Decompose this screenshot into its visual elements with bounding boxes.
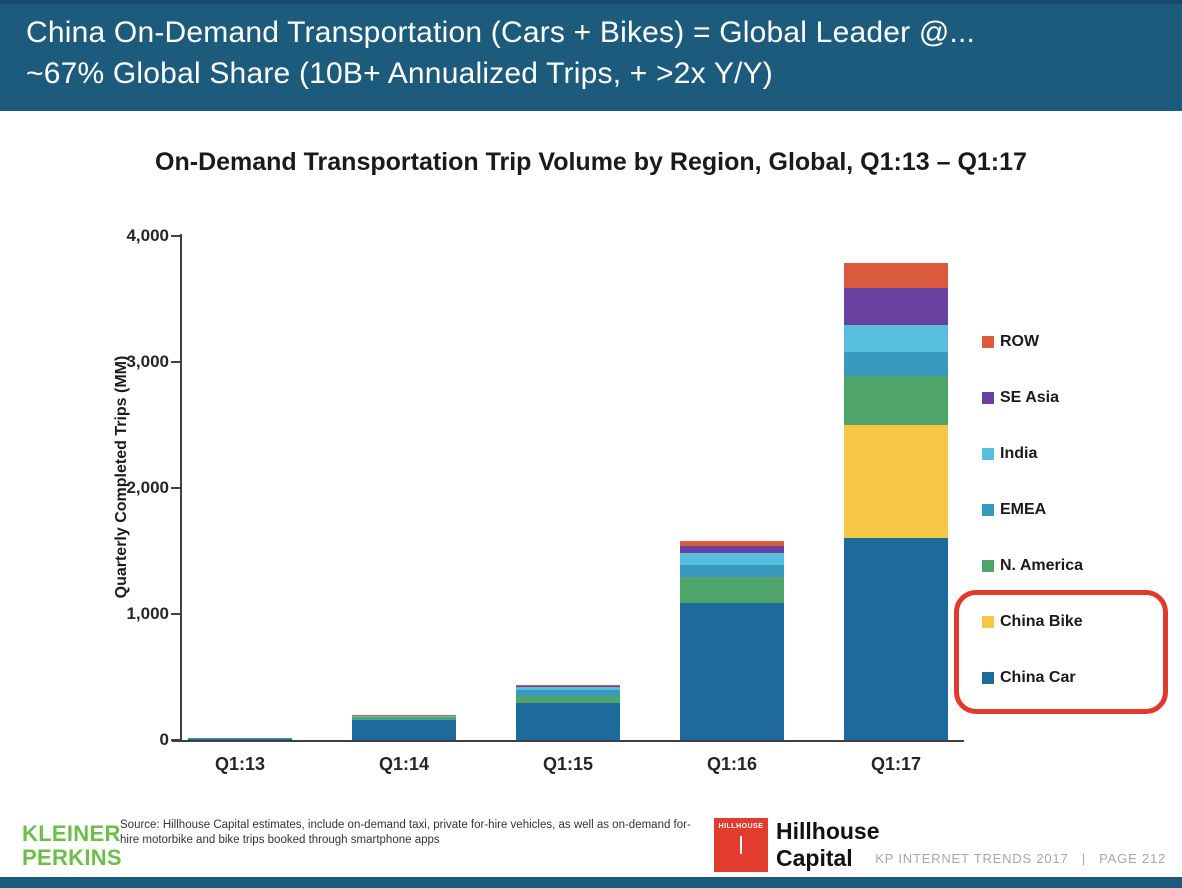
legend-highlight-box [954,590,1168,714]
bar-segment [516,695,620,704]
legend-swatch-icon [982,560,994,572]
legend-label: ROW [1000,333,1040,350]
y-tick-mark [171,361,181,363]
x-tick-label: Q1:13 [214,754,266,774]
bar-segment [680,602,784,740]
legend-item: EMEA [982,500,1046,520]
legend-label: SE Asia [1000,389,1059,406]
bar-segment [844,425,948,539]
bar-segment [516,703,620,740]
legend-swatch-icon [982,672,994,684]
bar-segment [844,538,948,740]
hillhouse-logo: HILLHOUSE [714,818,768,872]
y-tick-label: 4,000 [126,226,169,245]
legend-item: China Bike [982,612,1083,632]
x-axis-line [172,740,964,742]
kleiner-perkins-logo: KLEINER PERKINS [22,822,122,870]
hillhouse-logo-text: HILLHOUSE [718,823,764,830]
bar-segment [844,288,948,326]
hillhouse-wordmark-line1: Hillhouse [776,818,880,844]
legend-item: N. America [982,556,1083,576]
x-tick-label: Q1:16 [706,754,758,774]
kleiner-logo-line2: PERKINS [22,845,122,870]
bar-segment [188,738,292,740]
hillhouse-logo-bar-icon [740,836,742,854]
bar-segment [680,545,784,553]
x-tick-label: Q1:15 [542,754,594,774]
bar-segment [680,577,784,603]
bar-segment [516,685,620,687]
bar-segment [680,552,784,566]
legend-item: China Car [982,668,1076,688]
header-title-line1: China On-Demand Transportation (Cars + B… [26,16,976,49]
page-footer-label: KP INTERNET TRENDS 2017 | PAGE 212 [875,851,1166,866]
bar-segment [680,540,784,546]
bar-segment [516,687,620,691]
y-tick-label: 1,000 [126,604,169,623]
y-tick-label: 3,000 [126,352,169,371]
legend-swatch-icon [982,616,994,628]
bar-segment [844,351,948,376]
bar-segment [352,716,456,721]
bar-segment [352,720,456,740]
chart-title: On-Demand Transportation Trip Volume by … [155,148,1027,176]
legend-swatch-icon [982,504,994,516]
legend-swatch-icon [982,448,994,460]
bar-segment [680,565,784,578]
bar-segment [516,690,620,696]
y-tick-mark [171,613,181,615]
x-tick-label: Q1:17 [870,754,922,774]
header-banner: China On-Demand Transportation (Cars + B… [0,0,1182,111]
bottom-accent-strip [0,877,1182,888]
y-tick-mark [171,235,181,237]
legend-label: India [1000,445,1038,462]
bar-segment [352,716,456,717]
legend-label: EMEA [1000,501,1047,518]
bar-segment [844,375,948,425]
hillhouse-wordmark-line2: Capital [776,845,853,871]
header-title-line2: ~67% Global Share (10B+ Annualized Trips… [26,57,773,90]
source-note: Source: Hillhouse Capital estimates, inc… [120,819,691,846]
y-axis-label: Quarterly Completed Trips (MM) [113,355,130,599]
legend-label: China Car [1000,669,1076,686]
bar-segment [844,325,948,352]
legend-label: N. America [1000,557,1083,574]
y-axis-line [180,234,182,742]
y-tick-mark [171,487,181,489]
y-tick-mark [171,739,181,741]
hillhouse-wordmark: Hillhouse Capital [776,818,880,872]
bar-segment [844,263,948,289]
legend-label: China Bike [1000,613,1083,630]
y-tick-label: 2,000 [126,478,169,497]
y-tick-label: 0 [159,730,169,749]
kleiner-logo-line1: KLEINER [22,821,121,846]
legend-item: ROW [982,332,1039,352]
x-tick-label: Q1:14 [378,754,430,774]
legend-item: India [982,444,1037,464]
legend-item: SE Asia [982,388,1059,408]
bar-segment [516,686,620,688]
legend-swatch-icon [982,392,994,404]
legend-swatch-icon [982,336,994,348]
